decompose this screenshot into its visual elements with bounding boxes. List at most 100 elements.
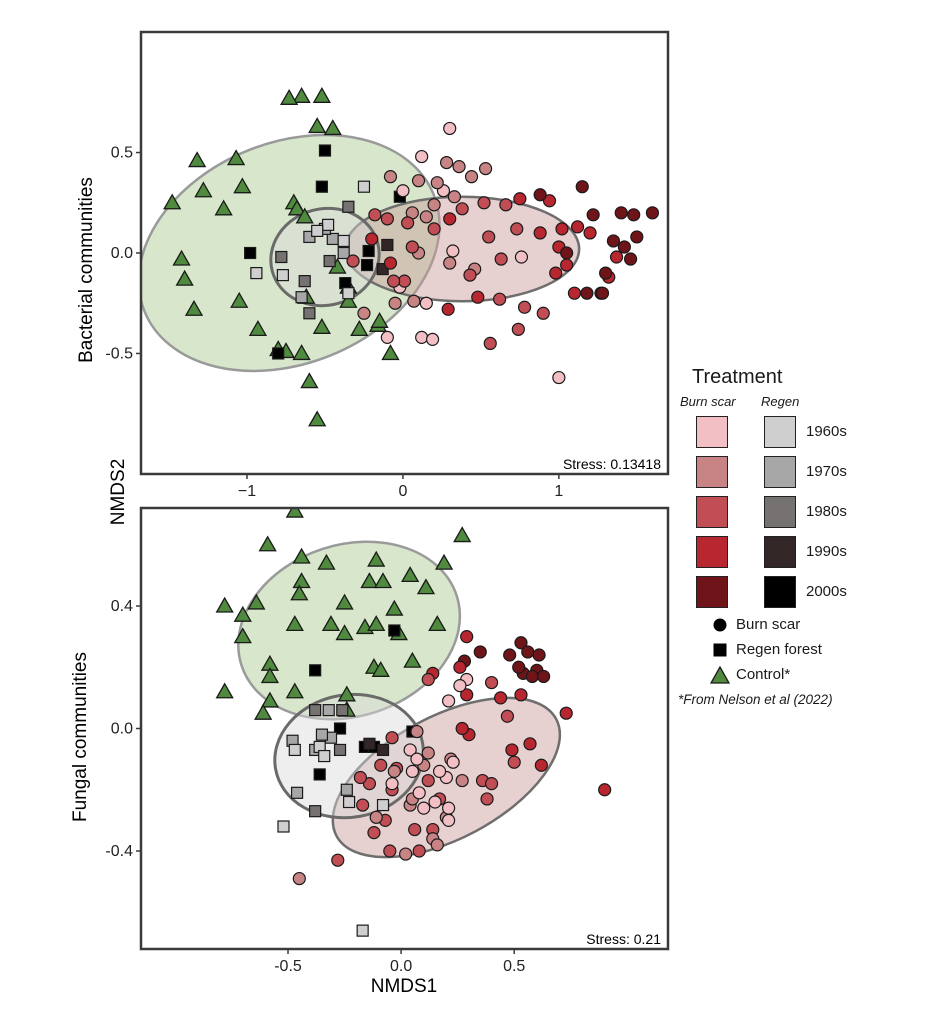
bottom-regen-point (315, 728, 329, 741)
bottom-control-point (367, 615, 386, 632)
bottom-regen-point (340, 783, 353, 796)
top-regen-point (272, 347, 285, 360)
top-burn-scar-point (583, 226, 597, 240)
top-burn-scar-point (586, 208, 600, 222)
top-control-point (287, 199, 307, 216)
bottom-burn-scar-point (521, 645, 535, 659)
top-regen-point (303, 307, 316, 320)
bottom-regen-point (336, 704, 349, 717)
bottom-regen-point (277, 820, 290, 833)
legend-decade-label: 1980s (806, 503, 847, 520)
legend-regen-swatch-1980s (764, 496, 796, 528)
top-burn-scar-point (533, 188, 547, 202)
bottom-burn-scar-point (417, 801, 431, 815)
top-burn-scar-point (595, 286, 610, 300)
bottom-control-point (285, 615, 304, 632)
top-burn-scar-point (552, 370, 566, 385)
top-burn-scar-point (606, 234, 621, 248)
top-regen-point (298, 275, 311, 288)
bottom-burn-scar-point (428, 795, 442, 809)
bottom-burn-scar-point (292, 871, 306, 886)
top-regen-point (323, 254, 336, 268)
top-control-point (188, 151, 207, 168)
bottom-control-point (292, 547, 311, 564)
bottom-burn-scar-point (598, 783, 612, 797)
bottom-burn-scar-point (514, 636, 528, 650)
top-burn-scar-point (380, 330, 394, 344)
top-control-point (370, 311, 389, 328)
bottom-control-point (360, 572, 379, 589)
bottom-burn-scar-point (460, 630, 474, 644)
bottom-regen-point (356, 924, 369, 937)
legend-regen-swatch-1970s (764, 456, 796, 488)
legend-shape-label: Regen forest (736, 641, 822, 658)
legend-burn-column-header: Burn scar (680, 394, 736, 409)
legend-regen-swatch-2000s (764, 576, 796, 608)
top-y-tick-label: 0.0 (111, 245, 133, 262)
top-regen-point (295, 291, 308, 304)
top-burn-scar-point (439, 155, 454, 170)
fungal-panel: -0.5 0.0 0.5 -0.4 0.0 0.4 Stress: 0.21 Fungal… (70, 506, 670, 997)
top-x-tick-label: 0 (398, 483, 407, 500)
bottom-regen-point (309, 664, 322, 677)
bottom-control-point (215, 682, 234, 699)
top-burn-scar-point (419, 296, 433, 310)
bottom-regen-point (333, 743, 347, 757)
bottom-burn-scar-point (494, 691, 508, 705)
bottom-y-tick-label: 0.0 (111, 721, 133, 738)
legend-decade-label: 2000s (806, 583, 847, 600)
top-y-axis-label: Bacterial communities (76, 177, 97, 363)
legend-burn-swatch-1980s (696, 496, 728, 528)
bottom-burn-scar-point (514, 688, 528, 702)
top-x-tick-label: −1 (238, 483, 256, 500)
bottom-control-point (233, 605, 252, 622)
bottom-burn-scar-point (442, 813, 456, 827)
bottom-burn-scar-point (385, 731, 399, 745)
top-regen-point (337, 246, 350, 260)
top-burn-scar-point (386, 274, 401, 288)
top-burn-scar-point (514, 250, 529, 264)
bottom-control-point (285, 682, 304, 699)
x-axis-label: NMDS1 (371, 976, 438, 997)
bottom-regen-point (290, 786, 304, 799)
bottom-y-tick-label: -0.4 (105, 843, 133, 860)
bottom-burn-scar-point (473, 645, 487, 659)
top-burn-scar-point (609, 250, 624, 264)
top-burn-scar-point (441, 302, 455, 316)
bottom-burn-scar-point (387, 764, 401, 778)
top-burn-scar-point (430, 176, 444, 190)
top-burn-scar-point (383, 256, 398, 270)
bottom-regen-point (318, 749, 331, 763)
top-control-point (300, 372, 319, 389)
legend-shape-circle: Burn scar (710, 616, 800, 634)
bottom-stress-label: Stress: 0.21 (586, 931, 661, 947)
top-burn-scar-point (536, 306, 550, 320)
square-icon (713, 643, 727, 657)
top-burn-scar-point (549, 266, 563, 280)
bottom-control-point (367, 550, 386, 567)
legend-decade-label: 1970s (806, 463, 847, 480)
top-burn-scar-point (365, 232, 379, 246)
bottom-burn-scar-point (412, 786, 426, 800)
top-regen-point (315, 180, 328, 193)
top-burn-scar-point (368, 208, 382, 222)
bottom-burn-scar-point (421, 672, 435, 687)
bottom-burn-scar-point (559, 706, 573, 720)
top-burn-scar-point (446, 244, 460, 258)
bottom-control-point (385, 599, 404, 616)
bottom-control-point (434, 553, 454, 570)
top-regen-point (342, 287, 355, 300)
bottom-burn-scar-point (460, 688, 474, 702)
bottom-control-point (373, 572, 393, 589)
bottom-burn-scar-point (367, 826, 381, 840)
bottom-burn-scar-point (507, 755, 521, 769)
top-control-point (194, 181, 213, 198)
top-burn-scar-point (482, 230, 496, 244)
bottom-regen-point (333, 722, 347, 735)
legend-shape-triangle: Control* (710, 666, 790, 684)
top-control-point (175, 269, 194, 286)
bottom-burn-scar-point (374, 758, 388, 772)
bottom-burn-scar-point (430, 838, 444, 852)
top-control-point (292, 344, 311, 361)
top-regen-point (318, 144, 332, 157)
